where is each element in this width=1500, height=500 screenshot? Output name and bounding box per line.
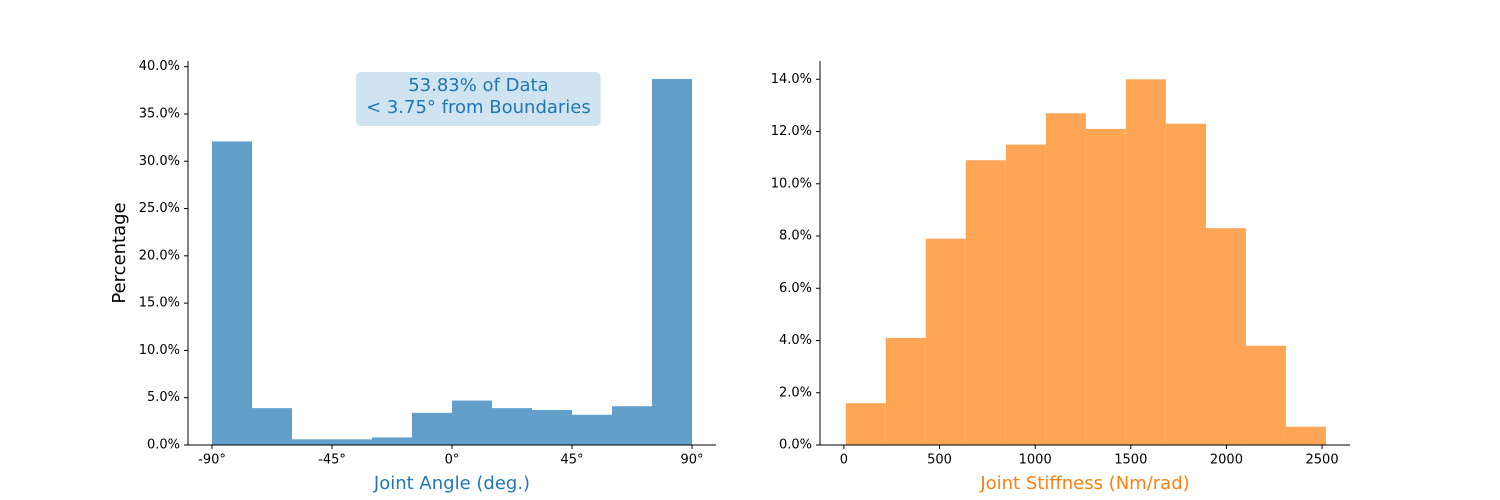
bar [612,406,652,445]
annotation-text: 53.83% of Data [408,75,548,96]
y-axis-label: Percentage [109,202,130,303]
x-tick-label: -45° [318,453,346,468]
y-tick-label: 12.0% [771,124,812,139]
y-tick-label: 30.0% [139,154,180,169]
bar [845,403,886,445]
x-tick-label: 90° [680,453,703,468]
y-tick-label: 25.0% [139,201,180,216]
bar [1125,79,1166,446]
bar [1045,113,1086,445]
y-tick-label: 4.0% [779,333,812,348]
bar [885,337,926,445]
subplot: 0.0% 2.0% 4.0% 6.0% 8.0% 10.0% 12.0% 14.0% 0 500 1… [771,61,1350,494]
bar [1085,128,1126,445]
x-tick-label: 1000 [1019,453,1052,468]
bar [1205,228,1246,445]
bar [1005,144,1046,445]
y-tick-label: 6.0% [779,281,812,296]
bar [652,78,692,445]
y-tick-label: 0.0% [147,438,180,453]
x-tick-label: 2500 [1306,453,1339,468]
x-tick-label: 500 [927,453,952,468]
bar [252,408,292,445]
y-tick-label: 14.0% [771,72,812,87]
y-tick-label: 40.0% [139,59,180,74]
y-tick-label: 10.0% [771,176,812,191]
y-tick-label: 0.0% [779,438,812,453]
y-tick-label: 8.0% [779,229,812,244]
bar [292,439,332,445]
x-tick-label: 2000 [1210,453,1243,468]
y-tick-label: 20.0% [139,248,180,263]
x-tick-label: 0° [445,453,460,468]
subplot: 0.0% 5.0% 10.0% 15.0% 20.0% 25.0% 30.0% 35.0% 40… [109,59,716,494]
y-tick-label: 15.0% [139,296,180,311]
x-axis-label: Joint Stiffness (Nm/rad) [979,473,1189,494]
y-tick-label: 5.0% [147,390,180,405]
bar [452,400,492,445]
annotation-box [356,72,601,126]
bar [925,238,966,445]
bar [492,408,532,445]
bar [332,439,372,445]
bar [1245,345,1286,445]
bar [412,412,452,445]
x-tick-label: -90° [198,453,226,468]
bar [372,437,412,445]
y-tick-label: 35.0% [139,106,180,121]
x-tick-label: 45° [560,453,583,468]
annotation-text: < 3.75° from Boundaries [366,97,591,118]
y-tick-label: 2.0% [779,385,812,400]
bar [1285,426,1326,445]
bar [212,141,252,445]
y-tick-label: 10.0% [139,343,180,358]
bar [965,160,1006,445]
bar [572,414,612,445]
bar [532,410,572,445]
x-tick-label: 0 [840,453,848,468]
bar [1165,123,1206,445]
x-tick-label: 1500 [1114,453,1147,468]
x-axis-label: Joint Angle (deg.) [373,473,530,494]
